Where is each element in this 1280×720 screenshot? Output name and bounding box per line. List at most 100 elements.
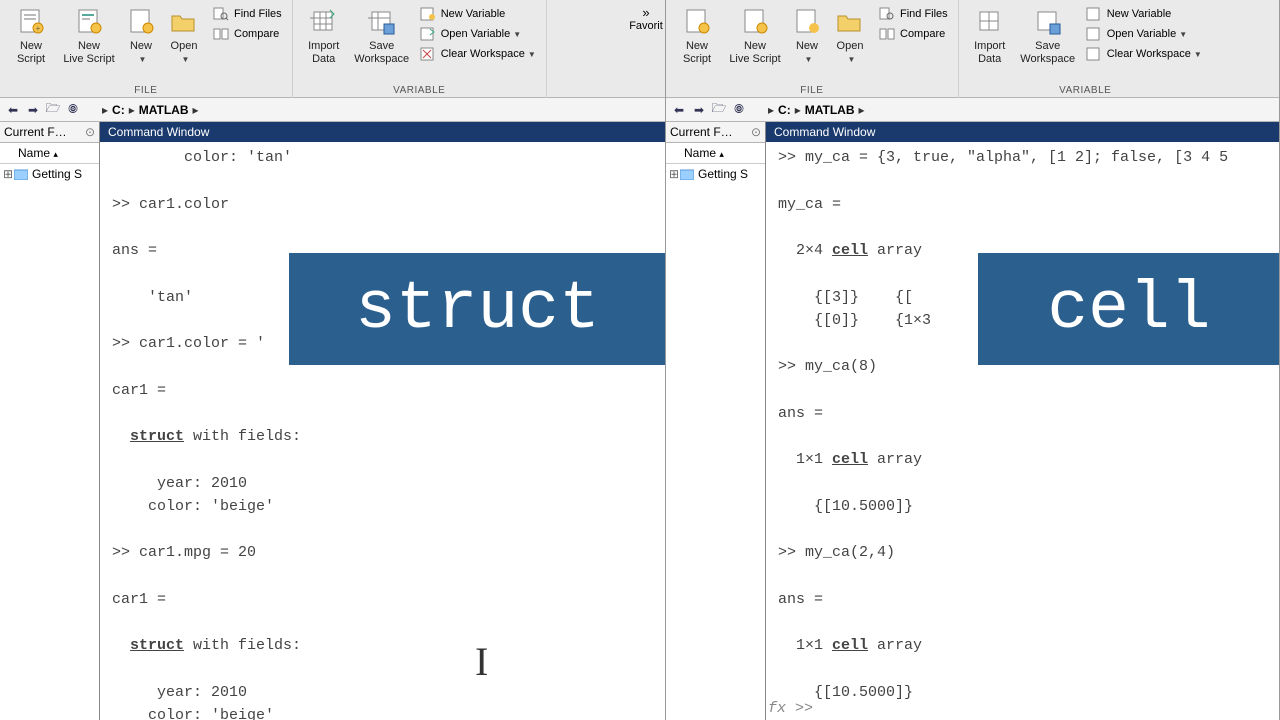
command-window-title: Command Window (100, 122, 665, 142)
current-folder-panel: Current F… ⊙ Name ▴ ⊞ Getting S (666, 122, 766, 720)
new-live-script-label: NewLive Script (63, 40, 114, 66)
panel-menu-icon[interactable]: ⊙ (751, 125, 761, 139)
open-variable-icon (1085, 26, 1103, 42)
compare-button[interactable]: Compare (874, 24, 952, 44)
current-folder-title: Current F… (4, 125, 67, 139)
folder-icon (680, 168, 696, 180)
new-script-icon (684, 6, 710, 38)
new-button[interactable]: New ▼ (120, 2, 162, 85)
nav-fwd-icon[interactable]: ➡ (24, 101, 42, 119)
new-variable-button[interactable]: New Variable (415, 4, 540, 24)
import-data-label: ImportData (308, 40, 339, 66)
folder-item[interactable]: ⊞ Getting S (0, 164, 99, 184)
open-button[interactable]: Open ▼ (162, 2, 206, 85)
favorites-label: Favorit (629, 20, 663, 32)
compare-label: Compare (234, 28, 279, 40)
command-window-body[interactable]: >> my_ca = {3, true, "alpha", [1 2]; fal… (766, 142, 1279, 720)
dropdown-arrow-icon: ▼ (139, 55, 147, 64)
new-variable-label: New Variable (441, 8, 506, 20)
clear-workspace-button[interactable]: Clear Workspace▼ (415, 44, 540, 64)
nav-back-icon[interactable]: ⬅ (4, 101, 22, 119)
svg-text:+: + (36, 24, 41, 33)
new-variable-icon (419, 6, 437, 22)
breadcrumb-drive: C: (112, 103, 125, 117)
text-cursor-icon: I (475, 638, 488, 685)
open-variable-button[interactable]: Open Variable▼ (1081, 24, 1206, 44)
breadcrumb[interactable]: ▸ C: ▸ MATLAB ▸ (764, 103, 869, 117)
nav-back-icon[interactable]: ⬅ (670, 101, 688, 119)
open-button[interactable]: Open▼ (828, 2, 872, 85)
command-window: Command Window >> my_ca = {3, true, "alp… (766, 122, 1279, 720)
command-window-body[interactable]: color: 'tan' >> car1.color ans = 'tan' >… (100, 142, 665, 720)
name-column-header[interactable]: Name ▴ (0, 143, 99, 164)
clear-workspace-button[interactable]: Clear Workspace▼ (1081, 44, 1206, 64)
clear-workspace-icon (419, 46, 437, 62)
struct-overlay: struct (289, 253, 666, 365)
name-column-header[interactable]: Name ▴ (666, 143, 765, 164)
new-script-icon: + (18, 6, 44, 38)
ribbon-group-variable-right: ImportData SaveWorkspace New Variable (959, 0, 1212, 98)
new-variable-icon (1085, 6, 1103, 22)
new-button[interactable]: New▼ (786, 2, 828, 85)
compare-button[interactable]: Compare (208, 24, 286, 44)
save-workspace-button[interactable]: SaveWorkspace (1017, 2, 1079, 85)
breadcrumb[interactable]: ▸ C: ▸ MATLAB ▸ (98, 103, 203, 117)
panel-menu-icon[interactable]: ⊙ (85, 125, 95, 139)
find-files-button[interactable]: Find Files (208, 4, 286, 24)
compare-icon (212, 26, 230, 42)
open-icon (836, 6, 864, 38)
save-workspace-icon (1034, 6, 1062, 38)
import-data-icon (976, 6, 1004, 38)
folder-item-label: Getting S (32, 167, 82, 181)
save-workspace-label: SaveWorkspace (354, 40, 409, 66)
open-variable-icon (419, 26, 437, 42)
favorites-button[interactable]: » Favorit (629, 2, 663, 32)
nav-browse-icon[interactable]: 🞋 (730, 101, 748, 119)
new-icon (794, 6, 820, 38)
left-pane: + NewScript NewLive Script (0, 0, 666, 720)
expand-icon[interactable]: ⊞ (668, 167, 680, 181)
clear-workspace-icon (1085, 46, 1103, 62)
import-data-button[interactable]: ImportData (297, 2, 351, 85)
import-data-button[interactable]: ImportData (963, 2, 1017, 85)
breadcrumb-folder: MATLAB (139, 103, 189, 117)
navbar: ⬅ ➡ 🗁 🞋 ▸ C: ▸ MATLAB ▸ (0, 98, 665, 122)
open-icon (170, 6, 198, 38)
new-live-script-button[interactable]: NewLive Script (58, 2, 120, 85)
new-variable-button[interactable]: New Variable (1081, 4, 1206, 24)
nav-fwd-icon[interactable]: ➡ (690, 101, 708, 119)
expand-icon[interactable]: ⊞ (2, 167, 14, 181)
compare-icon (878, 26, 896, 42)
nav-up-icon[interactable]: 🗁 (44, 101, 62, 119)
clear-workspace-label: Clear Workspace (441, 48, 525, 60)
save-workspace-button[interactable]: SaveWorkspace (351, 2, 413, 85)
ribbon-group-file: + NewScript NewLive Script (0, 0, 293, 98)
new-label: New (130, 40, 152, 52)
new-icon (128, 6, 154, 38)
dropdown-arrow-icon: ▼ (182, 55, 190, 64)
command-window: Command Window color: 'tan' >> car1.colo… (100, 122, 665, 720)
command-window-title: Command Window (766, 122, 1279, 142)
nav-up-icon[interactable]: 🗁 (710, 101, 728, 119)
ribbon-group-variable: ImportData SaveWorkspace New Variable (293, 0, 547, 98)
open-label: Open (171, 40, 198, 52)
right-pane: NewScript NewLive Script New▼ (666, 0, 1280, 720)
new-live-script-button[interactable]: NewLive Script (724, 2, 786, 85)
navbar-right: ⬅ ➡ 🗁 🞋 ▸ C: ▸ MATLAB ▸ (666, 98, 1279, 122)
folder-item[interactable]: ⊞ Getting S (666, 164, 765, 184)
variable-section-label: VARIABLE (297, 85, 542, 98)
file-section-label: FILE (4, 85, 288, 98)
find-files-label: Find Files (234, 8, 282, 20)
find-files-icon (212, 6, 230, 22)
new-script-button[interactable]: + NewScript (4, 2, 58, 85)
open-variable-button[interactable]: Open Variable▼ (415, 24, 540, 44)
find-files-icon (878, 6, 896, 22)
find-files-button[interactable]: Find Files (874, 4, 952, 24)
new-script-button[interactable]: NewScript (670, 2, 724, 85)
folder-icon (14, 168, 30, 180)
new-live-script-icon (76, 6, 102, 38)
new-live-script-icon (742, 6, 768, 38)
fx-prompt[interactable]: fx >> (768, 697, 813, 720)
nav-browse-icon[interactable]: 🞋 (64, 101, 82, 119)
import-data-icon (310, 6, 338, 38)
